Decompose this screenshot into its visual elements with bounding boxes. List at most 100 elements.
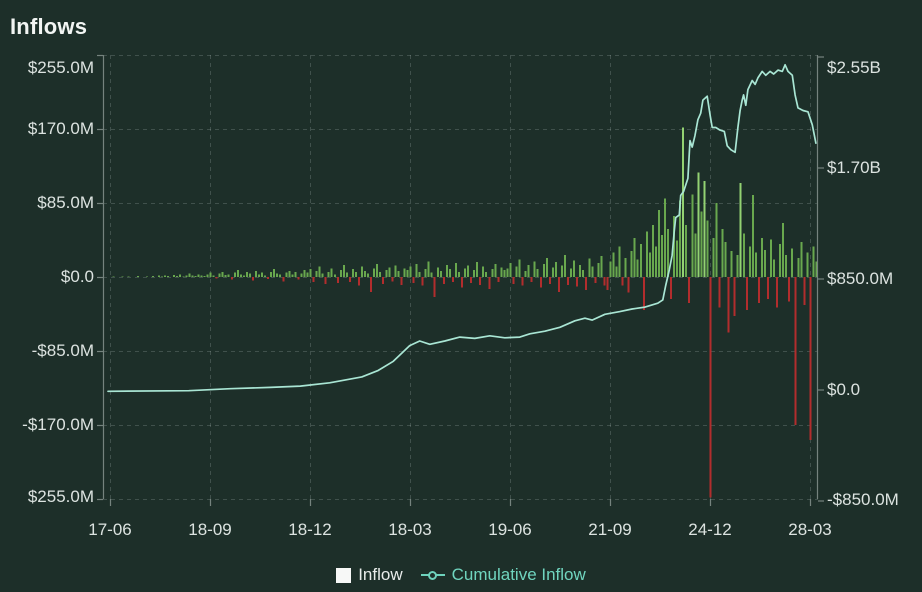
inflow-bar bbox=[782, 223, 785, 277]
legend-item-cumulative-inflow[interactable]: Cumulative Inflow bbox=[420, 565, 586, 585]
inflow-bar bbox=[224, 274, 227, 277]
inflow-bar bbox=[412, 277, 415, 284]
inflow-bar bbox=[636, 259, 639, 277]
inflow-bar bbox=[379, 271, 382, 277]
inflow-bar bbox=[136, 276, 139, 277]
inflow-bar bbox=[364, 270, 367, 277]
inflow-bar bbox=[221, 271, 224, 277]
inflow-bar bbox=[167, 276, 170, 277]
inflow-bar bbox=[373, 268, 376, 277]
inflow-bar bbox=[215, 277, 218, 279]
inflow-bar bbox=[682, 127, 685, 277]
inflow-bar bbox=[633, 237, 636, 277]
inflow-bar bbox=[173, 274, 176, 277]
inflow-bar bbox=[254, 270, 257, 277]
inflow-bar bbox=[570, 268, 573, 277]
inflow-bar bbox=[812, 246, 815, 277]
inflow-bar bbox=[739, 182, 742, 277]
inflow-bar bbox=[376, 263, 379, 277]
inflow-bar bbox=[760, 237, 763, 277]
inflow-bar bbox=[794, 277, 797, 425]
inflow-bar bbox=[724, 242, 727, 277]
inflows-chart-plot[interactable] bbox=[97, 54, 824, 506]
inflow-bar bbox=[179, 274, 182, 277]
inflow-bar bbox=[545, 257, 548, 277]
inflow-bar bbox=[394, 265, 397, 277]
inflow-bar bbox=[685, 224, 688, 277]
inflow-bar bbox=[600, 256, 603, 277]
inflow-bar bbox=[270, 271, 273, 277]
x-axis-tick-label: 18-03 bbox=[388, 520, 432, 539]
inflow-bar bbox=[433, 277, 436, 298]
inflow-bar bbox=[660, 235, 663, 277]
inflow-bar bbox=[515, 266, 518, 277]
inflow-bar bbox=[230, 277, 233, 280]
inflow-bar bbox=[588, 258, 591, 277]
inflow-bar bbox=[161, 276, 164, 277]
inflow-bar bbox=[200, 275, 203, 277]
inflow-bar bbox=[730, 250, 733, 277]
inflow-bar bbox=[803, 277, 806, 305]
inflow-bar bbox=[461, 277, 463, 288]
inflow-bar bbox=[273, 269, 276, 277]
inflow-bar bbox=[451, 277, 454, 283]
inflow-bar bbox=[476, 262, 479, 277]
inflow-bar bbox=[745, 277, 748, 311]
inflow-bar bbox=[706, 220, 709, 277]
inflow-bar bbox=[776, 277, 779, 308]
inflow-bar bbox=[582, 270, 585, 277]
inflow-bar bbox=[721, 229, 724, 277]
inflow-bar bbox=[306, 272, 309, 277]
chart-title: Inflows bbox=[10, 14, 88, 39]
inflow-bar bbox=[718, 277, 721, 308]
inflow-bar bbox=[551, 267, 554, 277]
inflow-bar bbox=[424, 269, 427, 277]
inflow-bar bbox=[267, 277, 270, 280]
inflow-bar bbox=[467, 265, 470, 277]
legend-item-inflow[interactable]: Inflow bbox=[336, 565, 403, 585]
inflow-bar bbox=[303, 270, 306, 277]
inflow-bar bbox=[676, 240, 679, 277]
inflow-bar bbox=[406, 270, 409, 277]
chart-legend: Inflow Cumulative Inflow bbox=[0, 565, 922, 585]
inflow-bar bbox=[773, 259, 776, 277]
x-axis-tick-label: 24-12 bbox=[688, 520, 732, 539]
inflow-bar bbox=[397, 270, 400, 277]
right-axis-tick-label: -$850.0M bbox=[827, 490, 899, 509]
inflow-bar bbox=[530, 277, 533, 283]
inflow-bar bbox=[191, 275, 194, 277]
inflow-bar bbox=[648, 252, 651, 277]
inflow-bar bbox=[627, 277, 630, 293]
inflow-bar bbox=[357, 277, 360, 286]
inflow-bar bbox=[321, 273, 324, 277]
inflow-bar bbox=[348, 277, 351, 283]
inflow-bar bbox=[236, 270, 239, 277]
inflow-bar bbox=[663, 198, 666, 277]
inflow-bar bbox=[624, 257, 627, 277]
inflow-bar bbox=[382, 277, 385, 284]
inflow-bar bbox=[194, 276, 197, 277]
inflow-bar bbox=[751, 195, 754, 277]
inflow-bar bbox=[527, 264, 530, 277]
inflow-bar bbox=[294, 271, 297, 277]
inflow-bar bbox=[691, 194, 694, 277]
inflow-bar bbox=[330, 268, 333, 277]
inflow-bar bbox=[248, 273, 251, 277]
inflow-bar bbox=[712, 237, 715, 277]
inflow-bar bbox=[285, 272, 288, 277]
inflow-bar bbox=[300, 273, 303, 277]
inflow-bar bbox=[218, 273, 221, 277]
right-axis-tick-label: $0.0 bbox=[827, 380, 861, 399]
legend-inflow-label: Inflow bbox=[358, 565, 403, 584]
inflow-bar bbox=[573, 260, 576, 277]
inflow-bar bbox=[694, 233, 697, 277]
inflow-bar bbox=[715, 203, 718, 277]
inflow-bar bbox=[421, 277, 424, 286]
inflow-bar bbox=[645, 231, 648, 277]
inflow-bar bbox=[206, 274, 209, 277]
inflow-bar bbox=[815, 261, 818, 277]
x-axis-tick-label: 18-12 bbox=[288, 520, 332, 539]
inflow-bar bbox=[564, 255, 567, 277]
inflow-bar bbox=[542, 263, 545, 277]
inflow-bar bbox=[418, 271, 421, 277]
